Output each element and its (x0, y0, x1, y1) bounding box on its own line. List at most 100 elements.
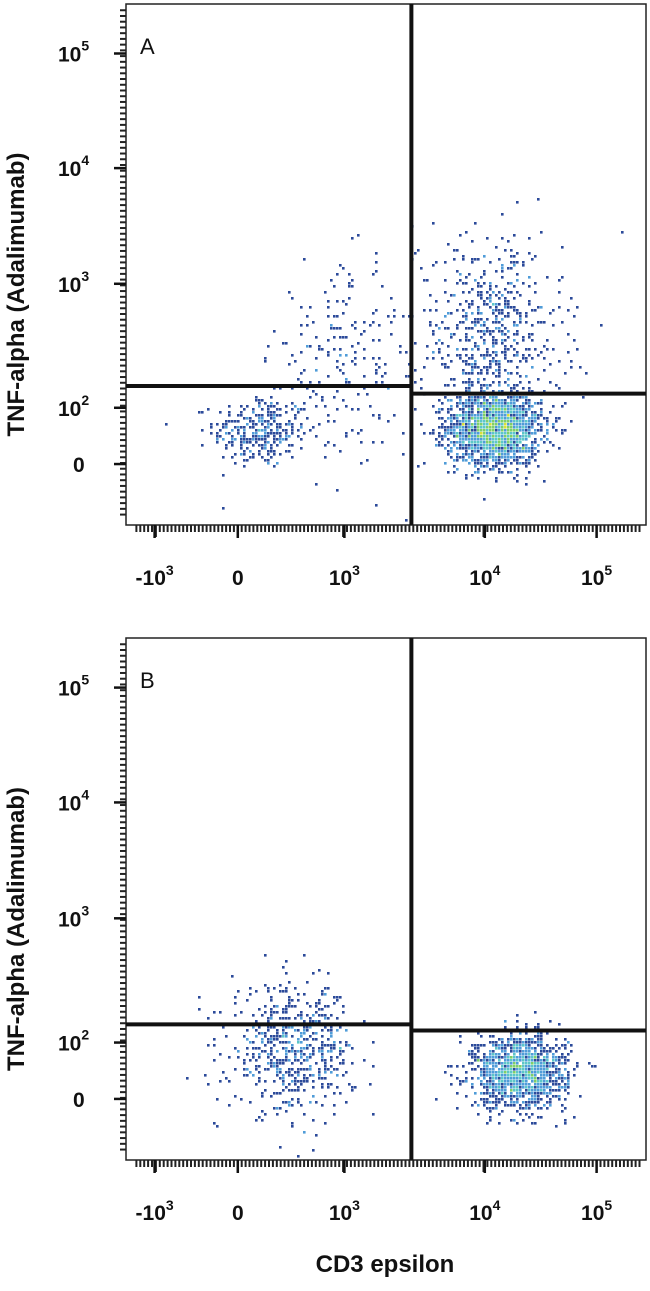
x-tick-label: 104 (469, 562, 500, 590)
event-dot (549, 1020, 552, 1023)
event-dot (360, 333, 363, 336)
event-dot (267, 1038, 270, 1041)
event-dot (546, 1053, 549, 1056)
event-dot (543, 435, 546, 438)
event-dot (621, 231, 624, 234)
event-dot (471, 312, 474, 315)
event-dot (261, 1092, 264, 1095)
event-dot (462, 426, 465, 429)
event-dot (510, 408, 513, 411)
event-dot (492, 1080, 495, 1083)
event-dot (555, 420, 558, 423)
event-dot (507, 1080, 510, 1083)
event-dot (471, 396, 474, 399)
event-dot (504, 303, 507, 306)
event-dot (333, 1092, 336, 1095)
event-dot (444, 435, 447, 438)
event-dot (543, 1080, 546, 1083)
event-dot (537, 1056, 540, 1059)
event-dot (255, 1068, 258, 1071)
event-dot (276, 402, 279, 405)
event-dot (528, 1092, 531, 1095)
event-dot (327, 375, 330, 378)
event-dot (540, 1032, 543, 1035)
event-dot (534, 459, 537, 462)
event-dot (516, 384, 519, 387)
event-dot (285, 1053, 288, 1056)
event-dot (207, 1017, 210, 1020)
event-dot (522, 402, 525, 405)
event-dot (264, 1089, 267, 1092)
event-dot (534, 447, 537, 450)
event-dot (492, 1041, 495, 1044)
event-dot (444, 462, 447, 465)
event-dot (480, 465, 483, 468)
event-dot (327, 339, 330, 342)
event-dot (294, 414, 297, 417)
event-dot (567, 1041, 570, 1044)
event-dot (489, 1062, 492, 1065)
event-dot (309, 1035, 312, 1038)
event-dot (519, 423, 522, 426)
event-dot (213, 1044, 216, 1047)
event-dot (351, 279, 354, 282)
event-dot (588, 1062, 591, 1065)
event-dot (240, 1098, 243, 1101)
event-dot (492, 450, 495, 453)
event-dot (375, 309, 378, 312)
event-dot (558, 306, 561, 309)
event-dot (447, 450, 450, 453)
event-dot (462, 1065, 465, 1068)
event-dot (270, 417, 273, 420)
event-dot (312, 1074, 315, 1077)
event-dot (546, 339, 549, 342)
event-dot (501, 330, 504, 333)
event-dot (558, 1098, 561, 1101)
event-dot (516, 351, 519, 354)
event-dot (531, 414, 534, 417)
event-dot (468, 447, 471, 450)
event-dot (507, 384, 510, 387)
event-dot (507, 450, 510, 453)
event-dot (471, 444, 474, 447)
event-dot (291, 429, 294, 432)
event-dot (282, 1047, 285, 1050)
event-dot (474, 1101, 477, 1104)
event-dot (291, 999, 294, 1002)
event-dot (219, 1080, 222, 1083)
event-dot (531, 1122, 534, 1125)
event-dot (531, 339, 534, 342)
event-dot (471, 348, 474, 351)
event-dot (549, 1062, 552, 1065)
event-dot (276, 438, 279, 441)
event-dot (426, 345, 429, 348)
event-dot (561, 429, 564, 432)
event-dot (546, 1071, 549, 1074)
event-dot (381, 375, 384, 378)
event-dot (414, 252, 417, 255)
event-dot (471, 438, 474, 441)
event-dot (264, 1005, 267, 1008)
event-dot (459, 396, 462, 399)
event-dot (519, 294, 522, 297)
event-dot (528, 471, 531, 474)
event-dot (300, 381, 303, 384)
event-dot (462, 381, 465, 384)
event-dot (561, 1077, 564, 1080)
event-dot (234, 1014, 237, 1017)
event-dot (258, 399, 261, 402)
event-dot (267, 1062, 270, 1065)
event-dot (237, 1050, 240, 1053)
event-dot (525, 1059, 528, 1062)
event-dot (243, 438, 246, 441)
event-dot (525, 1083, 528, 1086)
event-dot (489, 1083, 492, 1086)
event-dot (486, 351, 489, 354)
event-dot (324, 1005, 327, 1008)
event-dot (438, 432, 441, 435)
event-dot (243, 1068, 246, 1071)
event-dot (522, 444, 525, 447)
event-dot (543, 1092, 546, 1095)
event-dot (540, 1050, 543, 1053)
event-dot (537, 1098, 540, 1101)
